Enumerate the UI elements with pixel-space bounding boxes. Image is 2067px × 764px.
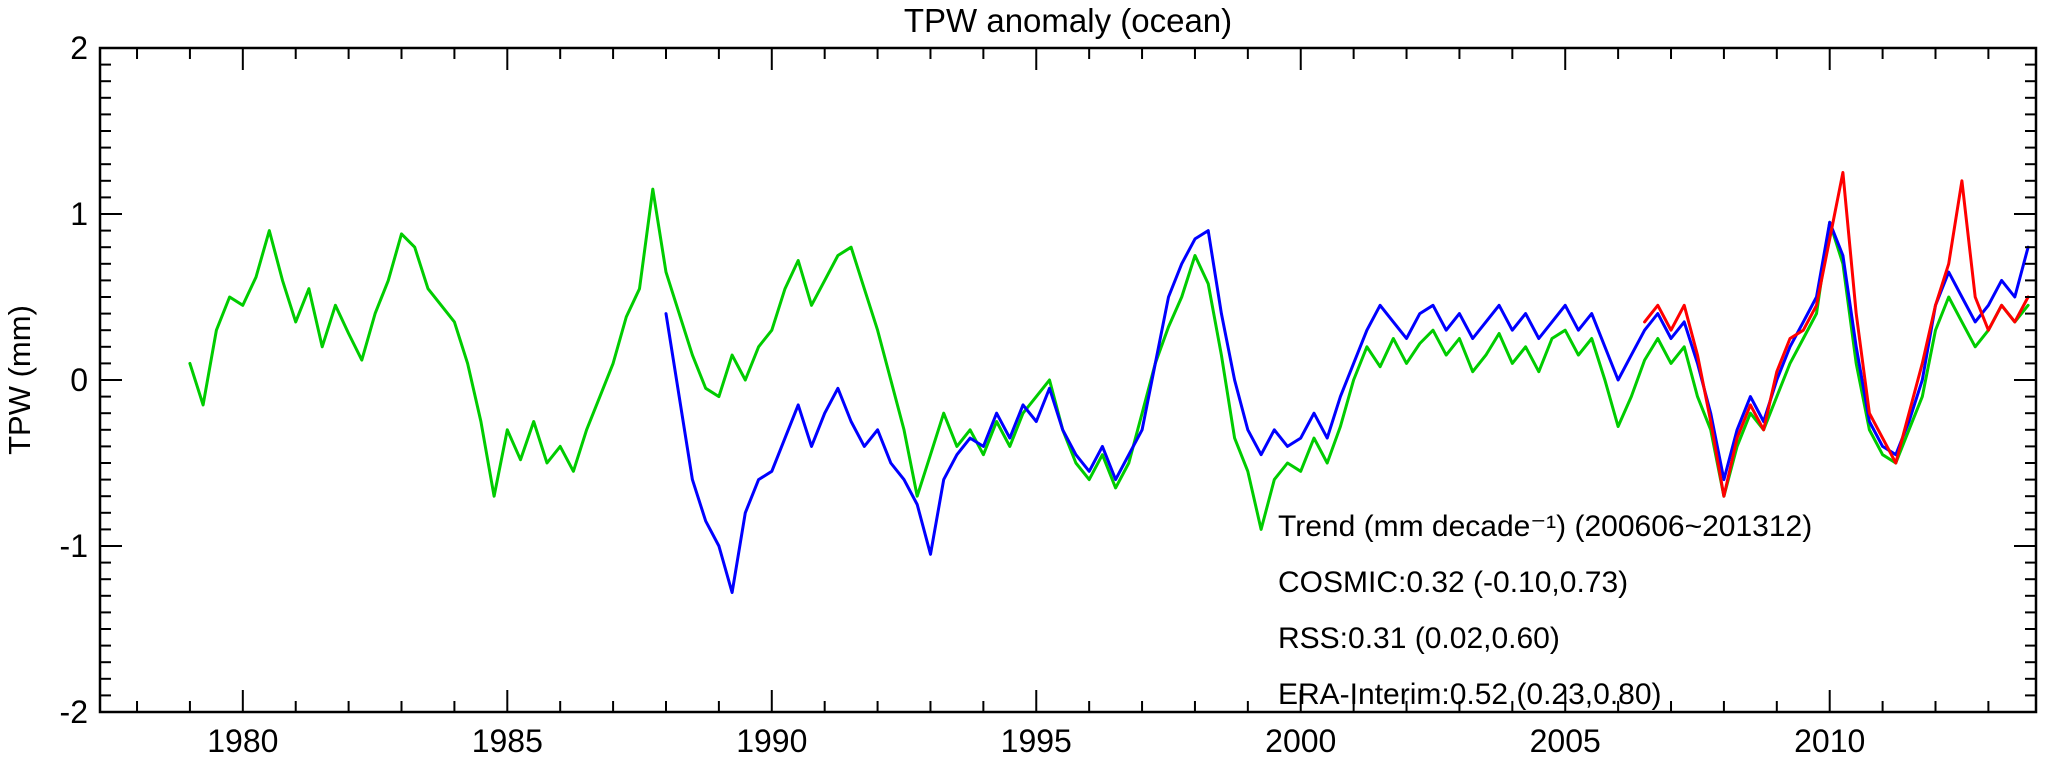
trend-annotation-cosmic: COSMIC:0.32 (-0.10,0.73) bbox=[1278, 566, 1628, 599]
axis-ticks bbox=[100, 47, 2036, 713]
series-line-rss bbox=[664, 220, 2030, 594]
series-lines bbox=[188, 171, 2030, 594]
plot-frame bbox=[98, 46, 2038, 714]
trend-annotation-title: Trend (mm decade⁻¹) (200606~201312) bbox=[1278, 510, 1812, 543]
x-tick-label: 2000 bbox=[1265, 723, 1336, 759]
y-tick-label: 1 bbox=[70, 196, 88, 232]
y-tick-label: 0 bbox=[70, 362, 88, 398]
axis-tick-labels: 1980 1985 1990 1995 2000 2005 2010 -2 -1 0 1 2 bbox=[60, 30, 1866, 759]
y-tick-label: -1 bbox=[60, 528, 88, 564]
x-tick-label: 2010 bbox=[1794, 723, 1865, 759]
trend-annotation-rss: RSS:0.31 (0.02,0.60) bbox=[1278, 622, 1560, 655]
y-tick-label: 2 bbox=[70, 30, 88, 66]
chart-title: TPW anomaly (ocean) bbox=[904, 2, 1232, 39]
x-tick-label: 1980 bbox=[207, 723, 278, 759]
x-tick-label: 1995 bbox=[1001, 723, 1072, 759]
trend-annotation-era-interim: ERA-Interim:0.52 (0.23,0.80) bbox=[1278, 678, 1662, 711]
series-line-era-interim bbox=[188, 187, 2030, 531]
x-tick-label: 1990 bbox=[736, 723, 807, 759]
y-tick-label: -2 bbox=[60, 694, 88, 730]
x-tick-label: 2005 bbox=[1530, 723, 1601, 759]
trend-annotation: Trend (mm decade⁻¹) (200606~201312) COSM… bbox=[1278, 510, 1812, 711]
x-tick-label: 1985 bbox=[472, 723, 543, 759]
y-axis-label: TPW (mm) bbox=[2, 305, 37, 455]
series-line-cosmic bbox=[1643, 171, 2030, 498]
